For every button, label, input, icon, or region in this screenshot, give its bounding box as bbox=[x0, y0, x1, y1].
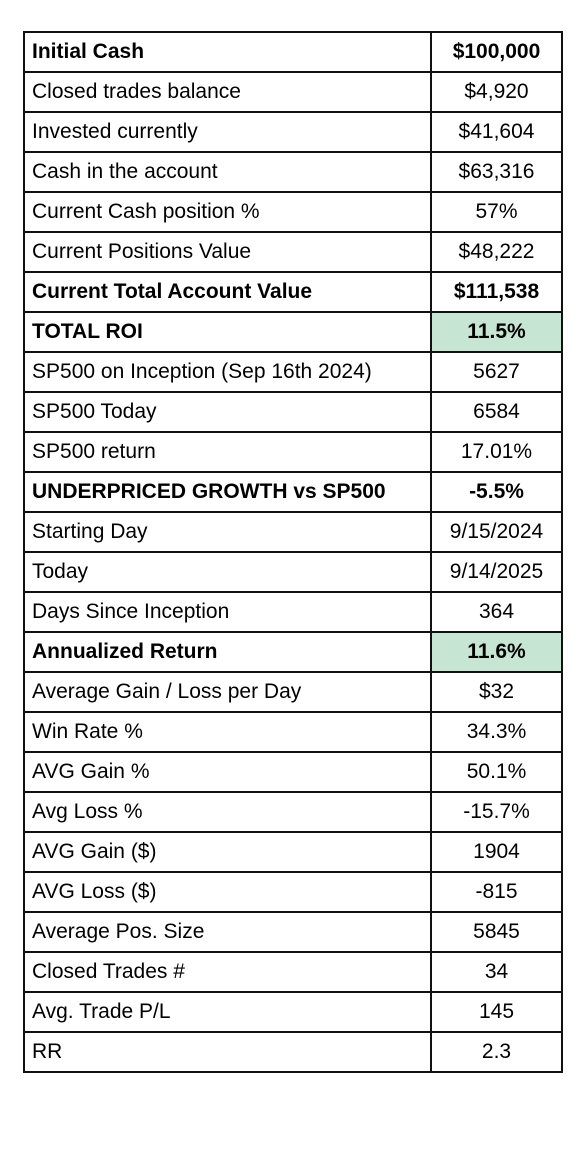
row-label-cell: SP500 return bbox=[23, 431, 432, 473]
row-value-cell: -15.7% bbox=[430, 791, 563, 833]
row-label-cell: AVG Gain ($) bbox=[23, 831, 432, 873]
table-row: Today 9/14/2025 bbox=[23, 551, 563, 593]
row-value-cell: $63,316 bbox=[430, 151, 563, 193]
row-label-cell: SP500 Today bbox=[23, 391, 432, 433]
row-value-cell: $4,920 bbox=[430, 71, 563, 113]
table-row: AVG Gain % 50.1% bbox=[23, 751, 563, 793]
table-row: Invested currently $41,604 bbox=[23, 111, 563, 153]
table-row: AVG Gain ($) 1904 bbox=[23, 831, 563, 873]
row-value-cell: 145 bbox=[430, 991, 563, 1033]
row-value-cell: 50.1% bbox=[430, 751, 563, 793]
row-value-cell: -5.5% bbox=[430, 471, 563, 513]
row-label-cell: AVG Loss ($) bbox=[23, 871, 432, 913]
row-label-cell: TOTAL ROI bbox=[23, 311, 432, 353]
row-value-cell: 57% bbox=[430, 191, 563, 233]
table-row: Days Since Inception 364 bbox=[23, 591, 563, 633]
table-row: AVG Loss ($) -815 bbox=[23, 871, 563, 913]
row-label-cell: Current Total Account Value bbox=[23, 271, 432, 313]
table-row: Current Cash position % 57% bbox=[23, 191, 563, 233]
table-row: Average Gain / Loss per Day $32 bbox=[23, 671, 563, 713]
table-row: Cash in the account $63,316 bbox=[23, 151, 563, 193]
row-label-cell: Days Since Inception bbox=[23, 591, 432, 633]
table-row: Avg Loss % -15.7% bbox=[23, 791, 563, 833]
table-row: Closed Trades #34 bbox=[23, 951, 563, 993]
row-label-cell: Avg. Trade P/L bbox=[23, 991, 432, 1033]
portfolio-summary-body: Initial Cash $100,000 Closed trades balanc… bbox=[23, 31, 563, 1073]
row-label-cell: Current Cash position % bbox=[23, 191, 432, 233]
row-label-cell: Annualized Return bbox=[23, 631, 432, 673]
row-label-cell: RR bbox=[23, 1031, 432, 1073]
table-row: Current Total Account Value $111,538 bbox=[23, 271, 563, 313]
row-label-cell: Average Pos. Size bbox=[23, 911, 432, 953]
row-value-cell: 9/15/2024 bbox=[430, 511, 563, 553]
table-row: Average Pos. Size 5845 bbox=[23, 911, 563, 953]
row-label-cell: SP500 on Inception (Sep 16th 2024) bbox=[23, 351, 432, 393]
row-value-cell: -815 bbox=[430, 871, 563, 913]
row-value-cell: 11.6% bbox=[430, 631, 563, 673]
row-label-cell: UNDERPRICED GROWTH vs SP500 bbox=[23, 471, 432, 513]
row-value-cell: 5627 bbox=[430, 351, 563, 393]
row-value-cell: 34.3% bbox=[430, 711, 563, 753]
row-value-cell: 2.3 bbox=[430, 1031, 563, 1073]
row-label-cell: Today bbox=[23, 551, 432, 593]
row-value-cell: $41,604 bbox=[430, 111, 563, 153]
table-row: Win Rate % 34.3% bbox=[23, 711, 563, 753]
row-value-cell: 17.01% bbox=[430, 431, 563, 473]
row-value-cell: 6584 bbox=[430, 391, 563, 433]
row-label-cell: Cash in the account bbox=[23, 151, 432, 193]
row-label-cell: Avg Loss % bbox=[23, 791, 432, 833]
row-value-cell: 1904 bbox=[430, 831, 563, 873]
row-value-cell: 364 bbox=[430, 591, 563, 633]
row-value-cell: 5845 bbox=[430, 911, 563, 953]
row-label-cell: Win Rate % bbox=[23, 711, 432, 753]
row-label-cell: Current Positions Value bbox=[23, 231, 432, 273]
portfolio-summary-table: Initial Cash $100,000 Closed trades balanc… bbox=[23, 31, 563, 1073]
table-row: Initial Cash $100,000 bbox=[23, 31, 563, 73]
row-value-cell: 9/14/2025 bbox=[430, 551, 563, 593]
row-label-cell: AVG Gain % bbox=[23, 751, 432, 793]
row-label-cell: Average Gain / Loss per Day bbox=[23, 671, 432, 713]
table-row: RR 2.3 bbox=[23, 1031, 563, 1073]
table-row: Avg. Trade P/L 145 bbox=[23, 991, 563, 1033]
row-value-cell: $32 bbox=[430, 671, 563, 713]
row-value-cell: 11.5% bbox=[430, 311, 563, 353]
row-value-cell: $48,222 bbox=[430, 231, 563, 273]
table-row: SP500 return 17.01% bbox=[23, 431, 563, 473]
table-row: Annualized Return 11.6% bbox=[23, 631, 563, 673]
table-row: Current Positions Value $48,222 bbox=[23, 231, 563, 273]
row-label-cell: Starting Day bbox=[23, 511, 432, 553]
row-label-cell: Closed Trades # bbox=[23, 951, 432, 993]
row-label-cell: Initial Cash bbox=[23, 31, 432, 73]
table-row: SP500 on Inception (Sep 16th 2024) 5627 bbox=[23, 351, 563, 393]
row-value-cell: 34 bbox=[430, 951, 563, 993]
row-value-cell: $111,538 bbox=[430, 271, 563, 313]
row-value-cell: $100,000 bbox=[430, 31, 563, 73]
row-label-cell: Closed trades balance bbox=[23, 71, 432, 113]
table-row: Starting Day 9/15/2024 bbox=[23, 511, 563, 553]
table-row: UNDERPRICED GROWTH vs SP500 -5.5% bbox=[23, 471, 563, 513]
table-row: TOTAL ROI 11.5% bbox=[23, 311, 563, 353]
row-label-cell: Invested currently bbox=[23, 111, 432, 153]
table-row: SP500 Today 6584 bbox=[23, 391, 563, 433]
table-row: Closed trades balance $4,920 bbox=[23, 71, 563, 113]
